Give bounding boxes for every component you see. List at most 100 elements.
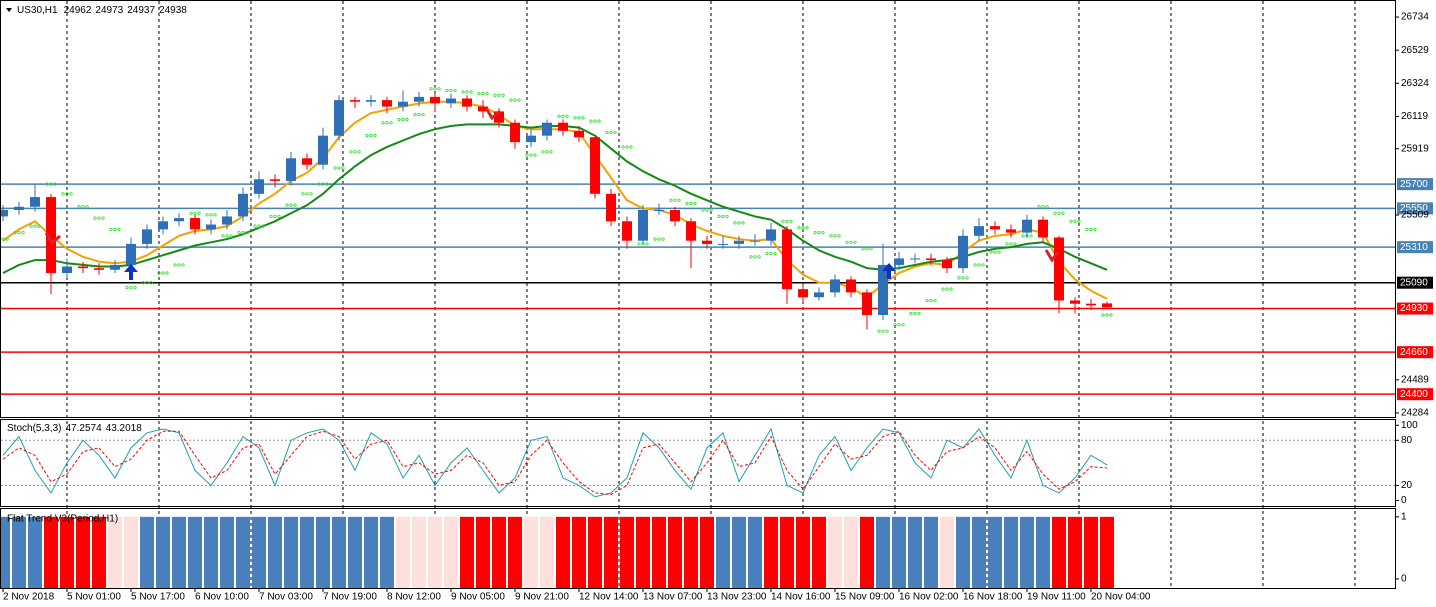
sar-dot xyxy=(1041,205,1045,209)
sar-dot xyxy=(625,145,629,149)
signal-arrows xyxy=(44,107,1060,280)
candle-body xyxy=(1086,303,1096,306)
sar-dot xyxy=(157,271,161,275)
trend-bar xyxy=(556,516,570,588)
candle-body xyxy=(142,229,152,244)
y-tick-label: 24489 xyxy=(1401,374,1429,385)
sar-dot xyxy=(725,214,729,219)
sar-dot xyxy=(529,153,533,157)
sar-dot xyxy=(685,201,689,206)
sar-dot xyxy=(561,114,565,118)
sar-dot xyxy=(861,247,865,251)
sar-dot xyxy=(1085,227,1089,231)
sar-dot xyxy=(49,182,53,186)
trend-bar xyxy=(588,516,602,588)
sar-dot xyxy=(797,226,801,230)
sar-dot xyxy=(1037,205,1041,209)
trend-bar xyxy=(348,516,362,588)
candle-body xyxy=(238,193,248,217)
sar-dot xyxy=(1045,205,1049,209)
candle-body xyxy=(766,229,776,241)
candle-body xyxy=(46,197,56,274)
sar-dot xyxy=(933,298,937,303)
candle-body xyxy=(926,258,936,261)
trend-bar xyxy=(396,516,410,588)
sar-dot xyxy=(897,323,901,327)
sar-dot xyxy=(285,203,289,207)
candle-body xyxy=(62,266,72,274)
sar-dot xyxy=(141,281,145,285)
sar-dot xyxy=(29,224,33,228)
sar-dot xyxy=(917,311,921,315)
sar-dot xyxy=(705,208,709,212)
candle-body xyxy=(830,279,840,293)
sar-dot xyxy=(997,250,1001,254)
sar-dot xyxy=(961,276,965,280)
sar-dot xyxy=(437,87,441,91)
sar-dot xyxy=(1073,219,1077,223)
sar-dot xyxy=(129,285,133,290)
sar-dot xyxy=(901,323,905,327)
candle-body xyxy=(366,100,376,102)
sar-dot xyxy=(373,134,377,138)
trend-bar xyxy=(316,516,330,588)
sar-dot xyxy=(253,224,257,228)
trend-bar xyxy=(220,516,234,588)
sar-dot xyxy=(593,119,597,123)
trend-bar xyxy=(956,516,970,588)
sar-dot xyxy=(701,208,705,212)
y-tick-label: 20 xyxy=(1401,480,1413,491)
sar-dot xyxy=(469,90,473,94)
sar-dot xyxy=(1069,219,1073,223)
sar-dot xyxy=(301,192,305,196)
x-tick-label: 5 Nov 01:00 xyxy=(67,592,121,603)
sar-dot xyxy=(757,255,761,259)
sar-dot xyxy=(257,224,261,228)
candle-body xyxy=(126,243,136,265)
indicator-line xyxy=(2,430,1108,495)
main-readout: 47.2574 xyxy=(65,423,102,434)
sar-dot xyxy=(673,198,677,202)
sar-dot xyxy=(941,287,945,291)
sar-dot xyxy=(733,221,737,225)
trend-bar xyxy=(92,516,106,588)
sar-dot xyxy=(389,121,393,125)
candle-body xyxy=(430,96,440,104)
sar-dot xyxy=(357,150,361,154)
candle-body xyxy=(94,268,104,270)
y-tick-label: 25509 xyxy=(1401,210,1429,221)
y-tick-label: 26324 xyxy=(1401,78,1429,89)
sar-dot xyxy=(485,92,489,96)
sar-dot xyxy=(337,166,341,170)
trend-bar xyxy=(732,516,746,588)
candle-body xyxy=(494,111,504,123)
trend-bar xyxy=(428,516,442,588)
high-value: 24973 xyxy=(95,5,123,16)
candle-body xyxy=(542,122,552,136)
trend-bar xyxy=(924,516,938,588)
sar-dot xyxy=(1021,234,1025,238)
level-tag xyxy=(1397,302,1433,315)
sar-dot xyxy=(613,130,617,135)
y-tick-label: 26529 xyxy=(1401,45,1429,56)
sar-dot xyxy=(21,231,25,235)
sar-dot xyxy=(161,271,165,275)
open-value: 24962 xyxy=(64,5,92,16)
candle-body xyxy=(334,100,344,136)
sar-dot xyxy=(517,98,521,102)
x-tick-label: 19 Nov 11:00 xyxy=(1027,592,1086,603)
sar-dot xyxy=(513,98,517,102)
x-tick-label: 15 Nov 09:00 xyxy=(835,592,895,603)
sar-dot xyxy=(853,240,857,244)
dropdown-icon[interactable] xyxy=(6,8,12,12)
x-tick-label: 9 Nov 05:00 xyxy=(451,592,505,603)
candle-body xyxy=(462,98,472,107)
sar-dot xyxy=(353,150,357,154)
trend-bar xyxy=(524,516,538,588)
candle-body xyxy=(286,158,296,181)
candle-body xyxy=(398,101,408,107)
sar-dot xyxy=(477,92,481,96)
sar-dot xyxy=(213,213,217,217)
y-tick-label: 100 xyxy=(1401,420,1418,431)
sar-dot xyxy=(165,271,169,275)
